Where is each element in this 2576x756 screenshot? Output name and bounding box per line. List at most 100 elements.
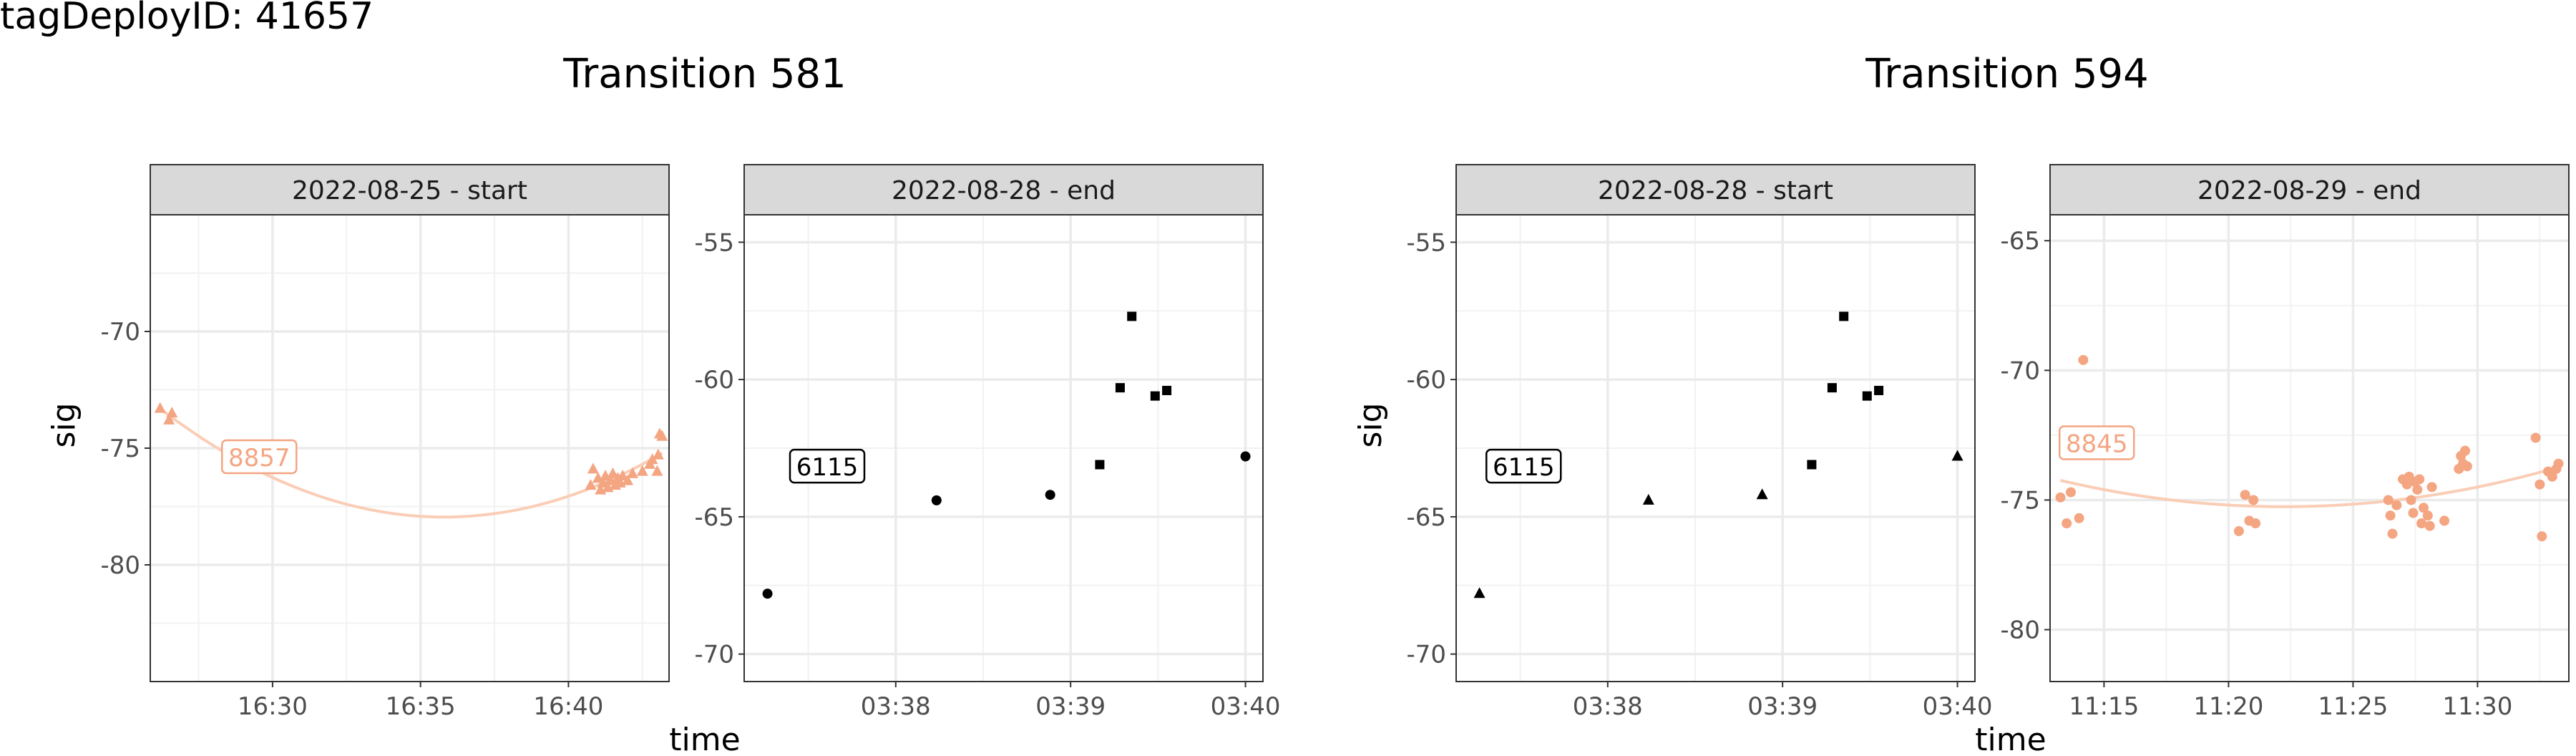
data-point: [2422, 510, 2433, 521]
y-axis-label-right: sig: [1352, 402, 1389, 447]
strip-label: 2022-08-25 - start: [292, 176, 527, 205]
data-point: [2401, 479, 2412, 490]
data-point: [636, 465, 648, 476]
panel-3: 2022-08-28 - start 6115 -55 -60 -65 -70 03:38 0…: [1406, 164, 1993, 721]
x-tick-label: 03:40: [1923, 692, 1993, 721]
y-tick-label: -65: [1406, 503, 1446, 532]
data-point: [1240, 451, 1251, 462]
data-point: [1862, 391, 1872, 401]
data-point: [656, 430, 668, 441]
x-axis-label-right: time: [1975, 722, 2046, 756]
y-tick-label: -70: [694, 641, 734, 669]
smooth-trend-line: [2060, 465, 2560, 508]
data-point: [585, 479, 597, 490]
tag-label: 6115: [796, 453, 859, 482]
y-tick-label: -65: [2000, 227, 2040, 256]
data-point: [2412, 484, 2423, 495]
data-point: [2460, 445, 2470, 456]
data-point: [166, 407, 178, 418]
data-point: [1951, 450, 1963, 461]
data-point: [1827, 383, 1837, 393]
data-point: [2414, 474, 2425, 485]
x-axis-label-left: time: [669, 722, 740, 756]
data-point: [2074, 513, 2084, 523]
data-point: [2391, 500, 2402, 510]
x-tick-label: 16:35: [386, 692, 456, 721]
data-point: [2547, 471, 2557, 482]
x-tick-label: 16:30: [238, 692, 308, 721]
strip-label: 2022-08-29 - end: [2197, 176, 2421, 205]
data-point: [587, 462, 599, 474]
panel-2: 2022-08-28 - end 6115 -55 -60 -65 -70 03:38 03:…: [694, 164, 1281, 721]
data-point: [2439, 515, 2449, 526]
data-point: [622, 474, 634, 485]
data-point: [1162, 385, 1172, 395]
data-point: [2424, 520, 2435, 531]
tag-label-box: [789, 448, 866, 484]
data-point: [163, 413, 175, 425]
tag-label: 8845: [2066, 430, 2128, 458]
data-point: [1127, 311, 1137, 321]
facet-panels: 2022-08-25 - start 8857 -70 -75 -80 16:30 16:3…: [100, 164, 2570, 721]
data-point: [1473, 587, 1485, 598]
data-point: [2383, 495, 2394, 505]
strip-label: 2022-08-28 - start: [1598, 176, 1833, 205]
data-point: [2530, 432, 2541, 443]
panel-1: 2022-08-25 - start 8857 -70 -75 -80 16:30 16:3…: [100, 164, 670, 721]
data-point: [2078, 354, 2089, 365]
data-point: [2553, 458, 2564, 469]
y-tick-label: -75: [100, 435, 140, 463]
data-point: [1756, 488, 1768, 500]
data-point: [2534, 479, 2545, 490]
data-point: [931, 495, 942, 505]
data-point: [607, 467, 619, 478]
data-point: [2250, 518, 2261, 529]
strip-label: 2022-08-28 - end: [892, 176, 1116, 205]
data-point: [1874, 385, 1884, 395]
x-tick-label: 11:15: [2069, 692, 2139, 721]
figure-title: tagDeployID: 41657: [0, 0, 374, 38]
data-point: [2408, 508, 2419, 518]
data-point: [2055, 492, 2066, 503]
x-tick-label: 16:40: [533, 692, 603, 721]
x-tick-label: 03:40: [1211, 692, 1281, 721]
panel-border: [2049, 214, 2570, 682]
y-tick-label: -70: [1406, 641, 1446, 669]
x-tick-label: 03:39: [1035, 692, 1106, 721]
tag-label-box: [221, 439, 298, 475]
data-point: [762, 588, 773, 599]
tag-label: 8857: [228, 444, 291, 472]
data-point: [2462, 461, 2472, 472]
data-point: [2416, 518, 2427, 529]
data-point: [2426, 482, 2437, 493]
y-tick-label: -55: [694, 228, 734, 257]
panel-border: [1455, 214, 1976, 682]
x-tick-label: 03:38: [1573, 692, 1643, 721]
y-tick-label: -80: [2000, 616, 2040, 645]
x-tick-label: 03:38: [861, 692, 931, 721]
data-point: [2062, 518, 2072, 529]
y-tick-label: -70: [2000, 357, 2040, 385]
data-point: [1045, 490, 1055, 500]
data-point: [1115, 383, 1125, 393]
tag-label-box: [2059, 425, 2135, 460]
data-point: [2387, 528, 2398, 539]
y-tick-label: -80: [100, 551, 140, 580]
panel-border: [743, 214, 1264, 682]
data-point: [2240, 490, 2250, 500]
data-point: [1807, 460, 1817, 470]
plot-area: [2050, 215, 2569, 682]
data-point: [1642, 493, 1654, 505]
y-tick-label: -60: [694, 366, 734, 394]
x-tick-label: 11:30: [2442, 692, 2512, 721]
y-tick-label: -60: [1406, 366, 1446, 394]
x-tick-label: 11:25: [2318, 692, 2388, 721]
tag-label-box: [1485, 448, 1562, 484]
data-point: [652, 448, 664, 460]
y-axis-label-left: sig: [46, 402, 82, 447]
strip-header: [150, 164, 670, 215]
y-tick-label: -70: [100, 318, 140, 346]
data-point: [2066, 487, 2076, 498]
data-point: [2419, 503, 2429, 513]
